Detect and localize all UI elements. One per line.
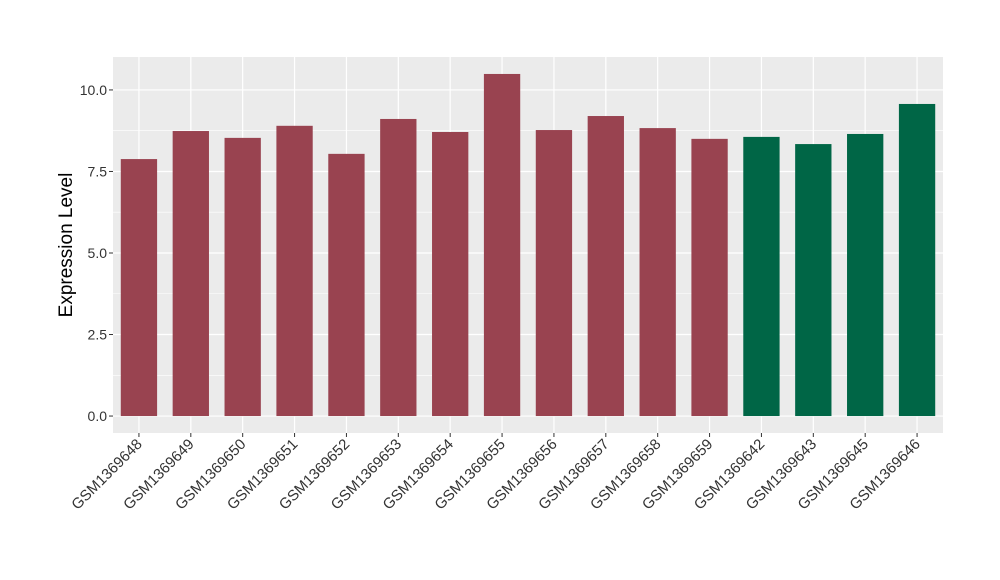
bar: [224, 137, 261, 417]
y-tick-label: 0.0: [88, 408, 108, 424]
bar: [847, 133, 884, 417]
bar: [691, 138, 728, 417]
bar: [483, 73, 521, 417]
bar: [120, 159, 158, 417]
bar: [380, 118, 417, 417]
bar: [639, 128, 676, 417]
bar: [795, 144, 832, 417]
bar: [898, 103, 936, 417]
bar: [276, 125, 313, 417]
bar: [172, 131, 209, 417]
y-tick-label: 5.0: [88, 245, 108, 261]
bar: [587, 116, 624, 417]
bar: [743, 136, 780, 417]
y-axis-title: Expression Level: [56, 173, 77, 318]
y-tick-label: 2.5: [88, 327, 108, 343]
y-tick-label: 10.0: [80, 82, 107, 98]
y-tick-label: 7.5: [88, 163, 108, 179]
bar: [328, 153, 365, 417]
bar: [432, 132, 469, 417]
bar: [535, 130, 573, 417]
